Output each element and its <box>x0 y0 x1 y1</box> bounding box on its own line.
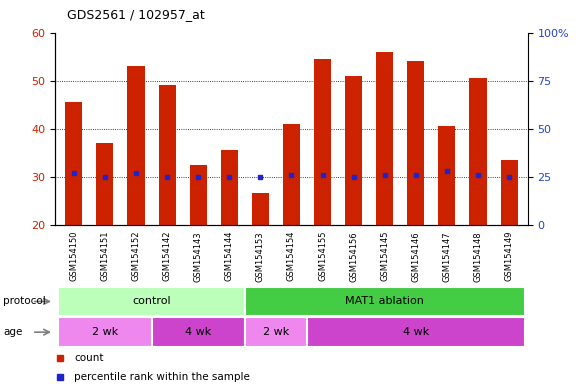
Bar <box>345 76 362 225</box>
Text: 4 wk: 4 wk <box>403 327 429 337</box>
Text: percentile rank within the sample: percentile rank within the sample <box>74 372 250 382</box>
Bar <box>376 52 393 225</box>
Bar <box>469 78 487 225</box>
Bar <box>158 86 176 225</box>
Text: protocol: protocol <box>3 296 46 306</box>
Bar <box>314 59 331 225</box>
Text: 2 wk: 2 wk <box>92 327 118 337</box>
Text: GDS2561 / 102957_at: GDS2561 / 102957_at <box>67 8 204 21</box>
Bar <box>190 165 206 225</box>
Bar <box>501 160 518 225</box>
Bar <box>65 102 82 225</box>
Text: 4 wk: 4 wk <box>185 327 211 337</box>
Bar <box>128 66 144 225</box>
Bar <box>245 318 307 347</box>
Bar <box>245 287 525 316</box>
Text: count: count <box>74 353 103 363</box>
Bar <box>307 318 525 347</box>
Bar <box>58 318 151 347</box>
Text: age: age <box>3 327 22 337</box>
Bar <box>221 150 238 225</box>
Text: 2 wk: 2 wk <box>263 327 289 337</box>
Bar <box>58 287 245 316</box>
Bar <box>407 61 425 225</box>
Bar <box>283 124 300 225</box>
Bar <box>96 143 114 225</box>
Bar <box>252 194 269 225</box>
Bar <box>438 126 455 225</box>
Text: control: control <box>132 296 171 306</box>
Bar <box>151 318 245 347</box>
Text: MAT1 ablation: MAT1 ablation <box>345 296 424 306</box>
